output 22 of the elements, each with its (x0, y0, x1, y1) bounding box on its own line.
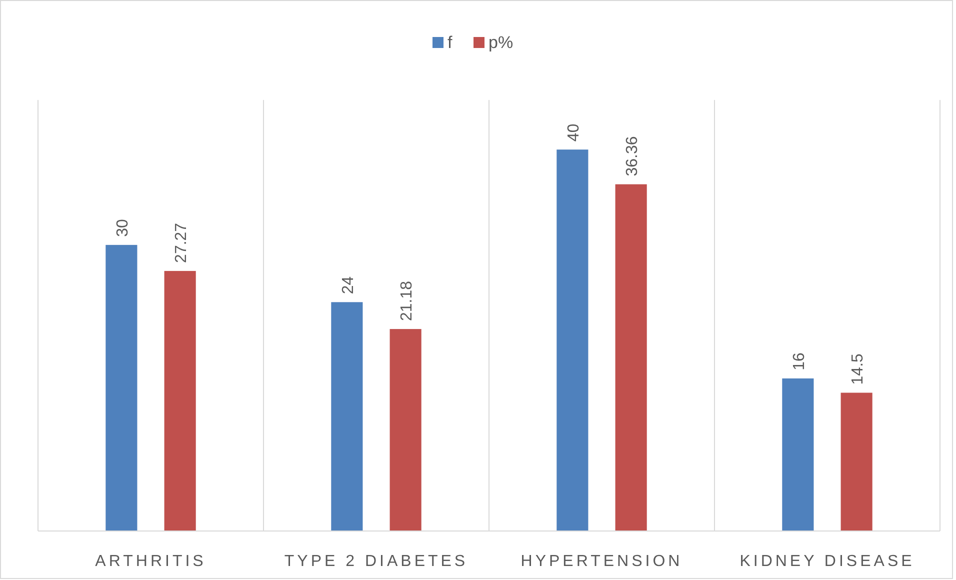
legend-label: p% (488, 33, 514, 52)
bar (331, 302, 363, 531)
bar (615, 184, 647, 531)
x-tick-label: TYPE 2 DIABETES (284, 553, 468, 570)
data-label: 36.36 (624, 136, 642, 176)
data-label: 24 (340, 276, 357, 294)
data-label: 21.18 (398, 280, 416, 322)
bar (164, 270, 196, 531)
data-label: 30 (114, 219, 132, 237)
data-label: 40 (565, 124, 582, 142)
x-tick-label: ARTHRITIS (95, 553, 206, 570)
bar (390, 329, 422, 531)
x-tick-label: HYPERTENSION (520, 553, 683, 570)
data-label: 16 (790, 352, 808, 370)
bar (840, 392, 872, 531)
data-label: 27.27 (173, 222, 190, 263)
bar (782, 378, 814, 531)
data-label: 14.5 (850, 353, 867, 385)
legend-label: f (448, 33, 452, 52)
bar (106, 244, 138, 531)
bar (556, 150, 588, 531)
x-tick-label: KIDNEY DISEASE (740, 553, 915, 570)
